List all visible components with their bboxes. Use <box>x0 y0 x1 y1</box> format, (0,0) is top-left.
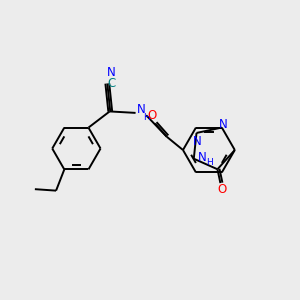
Text: N: N <box>219 118 228 130</box>
Text: H: H <box>143 113 149 122</box>
Text: O: O <box>147 109 157 122</box>
Text: N: N <box>136 103 145 116</box>
Text: N: N <box>193 135 202 148</box>
Text: C: C <box>107 77 116 90</box>
Text: N: N <box>198 151 206 164</box>
Text: N: N <box>106 66 115 79</box>
Text: O: O <box>217 183 226 196</box>
Text: H: H <box>206 158 212 167</box>
